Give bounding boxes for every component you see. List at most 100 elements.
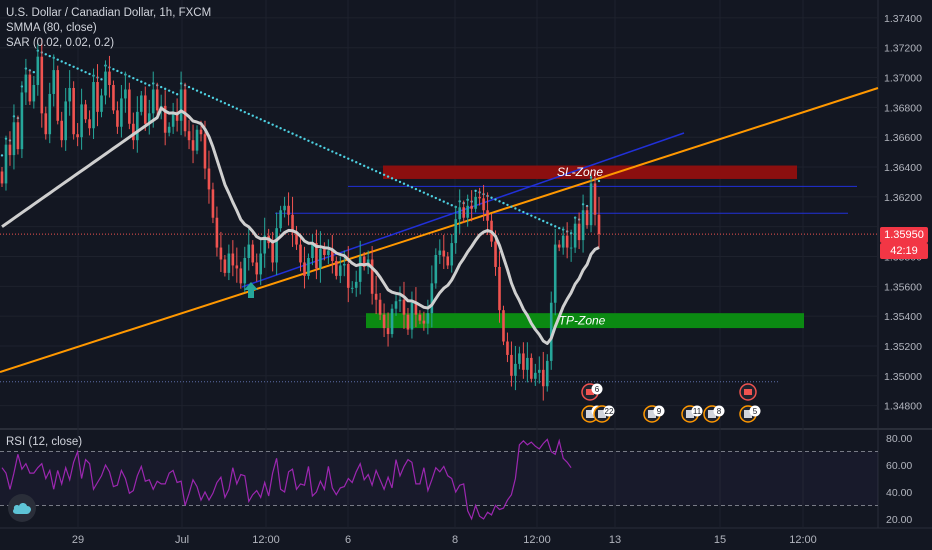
candle-body[interactable] xyxy=(446,256,450,266)
candle-body[interactable] xyxy=(275,228,278,263)
candle-body[interactable] xyxy=(538,369,541,373)
candle-body[interactable] xyxy=(243,257,247,284)
candle-body[interactable] xyxy=(16,122,20,150)
candle-body[interactable] xyxy=(76,134,79,138)
candle-body[interactable] xyxy=(291,214,294,233)
candle-body[interactable] xyxy=(279,210,282,229)
candle-body[interactable] xyxy=(44,113,48,135)
candle-body[interactable] xyxy=(151,89,155,114)
candle-body[interactable] xyxy=(458,207,461,220)
smma-legend[interactable]: SMMA (80, close) xyxy=(6,22,97,34)
candle-body[interactable] xyxy=(534,372,537,379)
candle-body[interactable] xyxy=(482,198,485,211)
candle-body[interactable] xyxy=(486,210,489,221)
candle-body[interactable] xyxy=(418,314,422,321)
candle-body[interactable] xyxy=(283,205,286,211)
candle-body[interactable] xyxy=(319,249,322,269)
candle-body[interactable] xyxy=(211,189,215,218)
candle-body[interactable] xyxy=(8,144,12,156)
horizontal-lines[interactable] xyxy=(0,185,878,383)
candle-body[interactable] xyxy=(394,301,398,309)
candle-body[interactable] xyxy=(327,250,330,256)
candle-body[interactable] xyxy=(68,87,71,102)
candle-body[interactable] xyxy=(171,111,175,127)
candle-body[interactable] xyxy=(518,353,521,364)
candle-body[interactable] xyxy=(84,104,87,120)
candle-body[interactable] xyxy=(167,126,171,133)
candle-body[interactable] xyxy=(406,314,410,330)
candle-body[interactable] xyxy=(561,235,565,248)
candle-body[interactable] xyxy=(597,214,601,235)
candle-body[interactable] xyxy=(227,253,231,273)
candle-body[interactable] xyxy=(36,56,40,86)
candle-body[interactable] xyxy=(553,244,557,303)
candle-body[interactable] xyxy=(358,256,362,282)
candle-body[interactable] xyxy=(0,171,4,184)
candle-body[interactable] xyxy=(295,232,298,245)
candle-body[interactable] xyxy=(307,257,310,276)
sar-legend[interactable]: SAR (0.02, 0.02, 0.2) xyxy=(6,37,115,49)
candle-body[interactable] xyxy=(207,168,211,190)
candle-body[interactable] xyxy=(549,302,553,361)
candle-body[interactable] xyxy=(239,268,243,284)
candle-body[interactable] xyxy=(462,207,465,218)
candle-body[interactable] xyxy=(315,243,318,269)
candle-body[interactable] xyxy=(64,101,67,141)
candle-body[interactable] xyxy=(565,235,569,248)
symbol-title[interactable]: U.S. Dollar / Canadian Dollar, 1h, FXCM xyxy=(6,7,212,19)
candle-body[interactable] xyxy=(541,369,545,387)
candle-body[interactable] xyxy=(191,140,195,151)
candle-body[interactable] xyxy=(545,360,549,387)
candle-body[interactable] xyxy=(506,341,509,355)
candle-body[interactable] xyxy=(271,243,274,263)
candle-body[interactable] xyxy=(470,205,473,209)
candle-body[interactable] xyxy=(382,314,386,329)
candle-body[interactable] xyxy=(247,244,251,258)
candle-body[interactable] xyxy=(40,56,44,114)
candle-body[interactable] xyxy=(426,313,430,324)
candle-body[interactable] xyxy=(494,241,497,267)
candle-body[interactable] xyxy=(510,354,513,376)
candle-body[interactable] xyxy=(195,129,199,151)
candle-body[interactable] xyxy=(557,244,561,248)
candle-body[interactable] xyxy=(124,89,127,99)
candle-body[interactable] xyxy=(370,259,374,294)
candle-body[interactable] xyxy=(255,262,259,275)
candle-body[interactable] xyxy=(323,249,326,256)
candle-body[interactable] xyxy=(259,253,262,275)
candle-body[interactable] xyxy=(390,308,394,335)
candle-body[interactable] xyxy=(215,217,219,248)
candle-body[interactable] xyxy=(414,302,418,315)
candle-body[interactable] xyxy=(203,134,207,169)
candles-layer[interactable] xyxy=(0,38,601,401)
candle-body[interactable] xyxy=(231,253,235,266)
candle-body[interactable] xyxy=(24,74,28,93)
candle-body[interactable] xyxy=(116,110,119,127)
candle-body[interactable] xyxy=(4,144,8,184)
sl-zone-box[interactable] xyxy=(383,165,797,179)
candle-body[interactable] xyxy=(219,247,223,260)
candle-body[interactable] xyxy=(112,85,115,111)
candle-body[interactable] xyxy=(20,92,24,150)
candle-body[interactable] xyxy=(569,247,573,249)
candle-body[interactable] xyxy=(187,131,191,141)
candle-body[interactable] xyxy=(502,310,505,342)
candle-body[interactable] xyxy=(374,293,378,300)
candle-body[interactable] xyxy=(299,244,302,263)
candle-body[interactable] xyxy=(593,183,597,215)
candle-body[interactable] xyxy=(132,123,135,141)
candle-body[interactable] xyxy=(522,353,525,370)
candle-body[interactable] xyxy=(199,129,203,135)
candle-body[interactable] xyxy=(450,243,454,266)
buy-arrow-icon[interactable] xyxy=(244,282,258,298)
candle-body[interactable] xyxy=(179,89,183,121)
candle-body[interactable] xyxy=(60,120,63,141)
candle-body[interactable] xyxy=(235,265,239,269)
candle-body[interactable] xyxy=(346,263,350,288)
candle-body[interactable] xyxy=(577,223,581,241)
candle-body[interactable] xyxy=(163,105,167,133)
candle-body[interactable] xyxy=(287,205,290,215)
candle-body[interactable] xyxy=(48,93,52,135)
candle-body[interactable] xyxy=(52,70,56,94)
candle-body[interactable] xyxy=(466,205,469,218)
